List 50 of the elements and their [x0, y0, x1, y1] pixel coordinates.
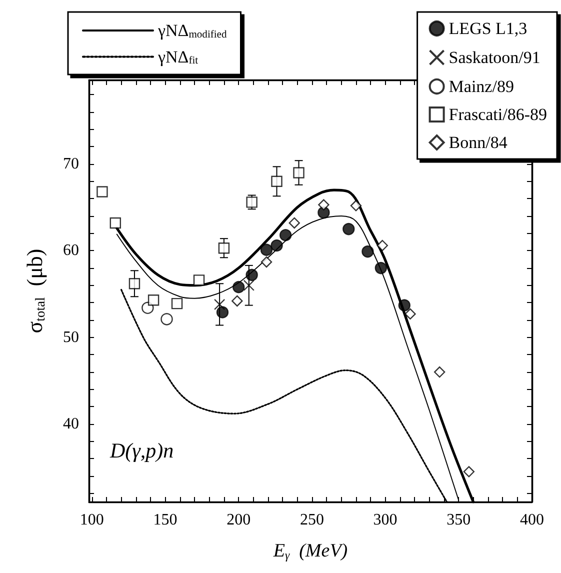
point [232, 281, 245, 294]
x-tick-label: 250 [300, 512, 324, 528]
point [398, 299, 410, 312]
point [243, 280, 254, 291]
legend-label: Frascati/86-89 [448, 105, 548, 124]
point [288, 217, 300, 229]
point [260, 244, 273, 256]
point [318, 199, 330, 210]
point [260, 256, 272, 268]
point [279, 229, 292, 242]
x-tick-label: 150 [153, 512, 178, 528]
point [128, 278, 140, 290]
point [246, 268, 258, 282]
y-tick-label: 40 [63, 416, 79, 433]
point [293, 167, 304, 178]
point [110, 217, 122, 229]
legend-label: γNΔmodified [157, 21, 228, 40]
x-tick-label: 350 [446, 512, 471, 528]
y-tick-label: 70 [63, 156, 79, 173]
point [171, 298, 183, 310]
legend-label: γNΔfit [157, 47, 198, 66]
x-tick-label: 200 [226, 512, 251, 528]
legend-label: Mainz/89 [448, 77, 514, 96]
legend-label: Saskatoon/91 [448, 48, 540, 67]
point [342, 222, 355, 236]
point [96, 186, 108, 198]
annotation: D(γ,p)n [109, 438, 174, 462]
point [193, 274, 205, 286]
y-axis-title: σtotal (μb) [22, 248, 48, 334]
point [271, 176, 282, 187]
legend-label: LEGS L1,3 [448, 19, 528, 38]
point [270, 239, 283, 252]
y-tick-label: 60 [63, 242, 79, 260]
point [362, 245, 374, 258]
point [148, 294, 160, 306]
point [463, 466, 475, 478]
point [160, 313, 173, 326]
point [376, 240, 388, 252]
y-tick-label: 50 [63, 328, 79, 346]
point [216, 306, 229, 318]
point [434, 366, 446, 378]
x-tick-label: 300 [373, 512, 398, 528]
x-tick-label: 400 [520, 512, 544, 528]
point [218, 242, 230, 254]
point [350, 200, 362, 212]
point [214, 298, 226, 310]
legend-label: Bonn/84 [448, 133, 508, 152]
point [374, 262, 388, 274]
point [232, 295, 243, 307]
x-tick-label: 100 [80, 512, 104, 528]
